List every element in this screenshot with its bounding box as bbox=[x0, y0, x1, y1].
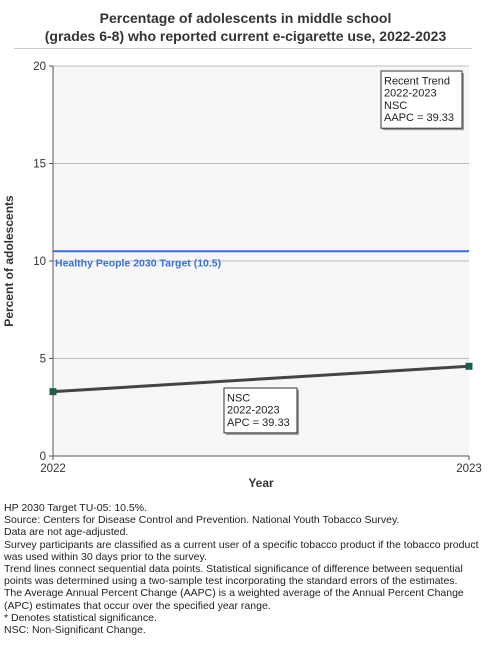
annotation-box bbox=[223, 387, 298, 434]
x-tick-label: 2023 bbox=[456, 463, 482, 475]
data-point bbox=[465, 362, 473, 370]
data-point bbox=[49, 388, 57, 396]
chart-title: Percentage of adolescents in middle scho… bbox=[0, 9, 491, 45]
annotation-line: 2022-2023 bbox=[384, 88, 437, 100]
chart-title-line-1: Percentage of adolescents in middle scho… bbox=[99, 10, 392, 26]
footnote-target: HP 2030 Target TU-05: 10.5%. bbox=[4, 502, 148, 514]
x-axis-label: Year bbox=[248, 476, 274, 490]
y-tick-label: 10 bbox=[33, 256, 46, 268]
x-tick-label: 2022 bbox=[40, 463, 66, 475]
annotation-line: NSC bbox=[384, 100, 407, 112]
footnote-significance: * Denotes statistical significance. bbox=[4, 611, 157, 624]
annotation-line: APC = 39.33 bbox=[227, 417, 290, 429]
footnote-aapc: The Average Annual Percent Change (AAPC)… bbox=[4, 587, 464, 612]
grid-lines bbox=[53, 65, 469, 359]
annotation-line: Recent Trend bbox=[384, 75, 450, 87]
y-axis-label: Percent of adolescents bbox=[2, 195, 16, 327]
target-label: Healthy People 2030 Target (10.5) bbox=[55, 257, 221, 269]
footnotes: HP 2030 Target TU-05: 10.5%. Source: Cen… bbox=[4, 502, 490, 636]
annotation-line: NSC bbox=[227, 392, 250, 404]
annotation-box bbox=[380, 70, 463, 129]
series-group bbox=[49, 362, 473, 396]
y-tick-label: 0 bbox=[40, 451, 46, 463]
x-axis-ticks: 2022 2023 bbox=[40, 456, 482, 475]
title-divider bbox=[14, 48, 472, 49]
y-tick-label: 15 bbox=[33, 159, 46, 171]
chart-title-line-2: (grades 6-8) who reported current e-ciga… bbox=[44, 28, 447, 44]
annotation-line: 2022-2023 bbox=[227, 405, 280, 417]
y-tick-label: 5 bbox=[40, 354, 46, 366]
footnote-source: Source: Centers for Disease Control and … bbox=[4, 514, 400, 527]
y-axis-ticks: 0 5 10 15 20 bbox=[33, 61, 53, 463]
y-tick-label: 20 bbox=[33, 61, 46, 73]
footnote-trend-lines: Trend lines connect sequential data poin… bbox=[4, 563, 463, 588]
footnote-definition: Survey participants are classified as a … bbox=[4, 538, 479, 563]
annotation-line: AAPC = 39.33 bbox=[384, 112, 454, 124]
line-chart: 0 5 10 15 20 2022 2023 Healthy People 2030 Ta… bbox=[2, 61, 482, 490]
footnote-nsc: NSC: Non-Significant Change. bbox=[4, 624, 146, 637]
footnote-age-adjust: Data are not age-adjusted. bbox=[4, 526, 129, 539]
series-line bbox=[52, 364, 470, 394]
